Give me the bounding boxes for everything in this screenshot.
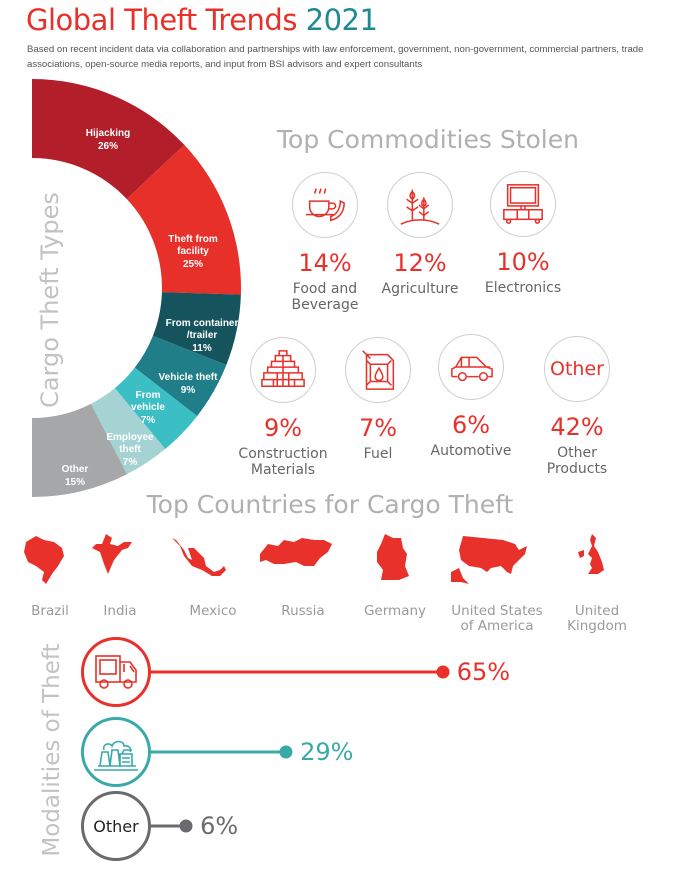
donut-slice-vehicle-theft [134, 335, 227, 417]
country-map-mexico [170, 532, 256, 596]
donut-label: Theft from facility 25% [168, 234, 218, 270]
commodity-percent: 10% [496, 248, 550, 276]
commodity-label: Construction Materials [238, 446, 327, 478]
modality-percent: 65% [456, 658, 511, 686]
countries-title: Top Countries for Cargo Theft [146, 490, 514, 519]
country-label-line: Kingdom [567, 618, 627, 634]
construction-icon [261, 350, 305, 388]
car-icon [451, 356, 493, 382]
commodity-percent: 6% [451, 411, 491, 439]
modality-percent: 29% [300, 738, 354, 766]
commodity-icon-ring [387, 172, 453, 238]
donut-label: From vehicle 7% [131, 390, 165, 426]
commodity-label-line: Products [546, 461, 608, 477]
cargo-theft-donut-chart: Hijacking 26% Theft from facility 25% From co… [32, 79, 241, 497]
commodity-icon-ring [438, 334, 504, 400]
modality-bar [150, 670, 443, 674]
country-label-line: Germany [363, 603, 427, 619]
donut-label: Hijacking 26% [86, 128, 130, 152]
donut-slice-other [32, 403, 127, 497]
page-subtitle: Based on recent incident data via collab… [27, 44, 644, 70]
country-label-line: United States [451, 603, 543, 619]
commodity-percent: 14% [298, 249, 352, 277]
donut-label: Vehicle theft 9% [159, 372, 219, 396]
country-map-india [92, 532, 148, 596]
donut-slice-from-container-trailer [152, 292, 241, 365]
commodity-icon-ring [292, 172, 358, 238]
country-label: Germany [364, 604, 426, 619]
commodity-icon-ring [345, 337, 411, 403]
truck-icon [95, 655, 137, 689]
donut-slice-employee-theft [91, 388, 166, 475]
modality-percent: 6% [200, 812, 239, 840]
modality-icon-ring [81, 717, 151, 787]
commodity-percent: 42% [550, 413, 604, 441]
commodity-label-line: Agriculture [381, 281, 459, 297]
electronics-icon [503, 184, 543, 224]
commodity-label-line: Fuel [363, 446, 393, 462]
commodity-label: Agriculture [382, 281, 459, 297]
modality-bar [150, 824, 187, 828]
commodity-label-line: Materials [250, 462, 316, 478]
title-year: 2021 [305, 3, 378, 37]
modality-icon-ring [81, 637, 151, 707]
fuel-icon [362, 350, 395, 390]
modality-icon-ring: Other [81, 791, 151, 861]
modality-bar [150, 750, 287, 754]
modalities-title: Modalities of Theft [39, 643, 65, 857]
commodity-label-line: Electronics [484, 280, 562, 296]
commodity-label-line: Food and [292, 281, 358, 297]
commodity-label-line: Beverage [291, 297, 359, 313]
donut-label: From container/trailer 11% [166, 318, 239, 354]
modality-dot [179, 819, 193, 833]
country-label-line: United [574, 603, 620, 619]
modality-dot [279, 745, 293, 759]
country-label-line: Brazil [31, 603, 69, 619]
cargo-theft-types-title: Cargo Theft Types [36, 192, 64, 408]
country-label-line: Mexico [189, 603, 237, 619]
country-map-germany [373, 532, 417, 596]
other-label: Other [93, 816, 139, 836]
donut-label: Employee theft 7% [106, 432, 154, 468]
modality-dot [436, 665, 450, 679]
donut-slice-from-vehicle [114, 367, 198, 450]
country-map-united [572, 532, 622, 596]
country-label: India [103, 604, 136, 619]
country-map-united-states [449, 532, 545, 596]
commodity-icon-ring: Other [544, 336, 610, 402]
country-map-russia [258, 532, 348, 596]
food-icon [305, 188, 345, 222]
commodity-label-line: Construction [238, 446, 328, 462]
factory-icon [94, 740, 138, 771]
commodity-percent: 9% [263, 414, 303, 442]
commodity-label: Food and Beverage [292, 281, 359, 313]
country-label-line: of America [460, 618, 534, 634]
country-label: United Kingdom [567, 604, 627, 634]
commodity-label: Automotive [431, 443, 512, 459]
donut-slice-theft-from-facility [126, 144, 241, 295]
commodities-title: Top Commodities Stolen [277, 125, 579, 154]
donut-label: Other 15% [62, 464, 89, 488]
country-label-line: Russia [281, 603, 325, 619]
commodity-label-line: Other [557, 445, 597, 461]
agriculture-icon [400, 189, 440, 225]
commodity-label: Fuel [364, 446, 393, 462]
commodity-label: Other Products [547, 445, 607, 477]
commodity-icon-ring [250, 337, 316, 403]
country-map-brazil [20, 532, 80, 596]
commodity-label: Electronics [485, 280, 561, 296]
country-label: Mexico [189, 604, 236, 619]
donut-slice-hijacking [32, 79, 185, 200]
page-title: Global Theft Trends 2021 [26, 3, 378, 37]
commodity-percent: 7% [358, 414, 398, 442]
title-text: Global Theft Trends [26, 3, 297, 37]
commodity-icon-ring [490, 171, 556, 237]
country-label: United States of America [451, 604, 542, 634]
country-label-line: India [103, 603, 137, 619]
commodity-label-line: Automotive [430, 443, 512, 459]
other-icon: Other [550, 358, 604, 380]
commodity-percent: 12% [393, 249, 447, 277]
country-label: Brazil [31, 604, 69, 619]
country-label: Russia [281, 604, 324, 619]
